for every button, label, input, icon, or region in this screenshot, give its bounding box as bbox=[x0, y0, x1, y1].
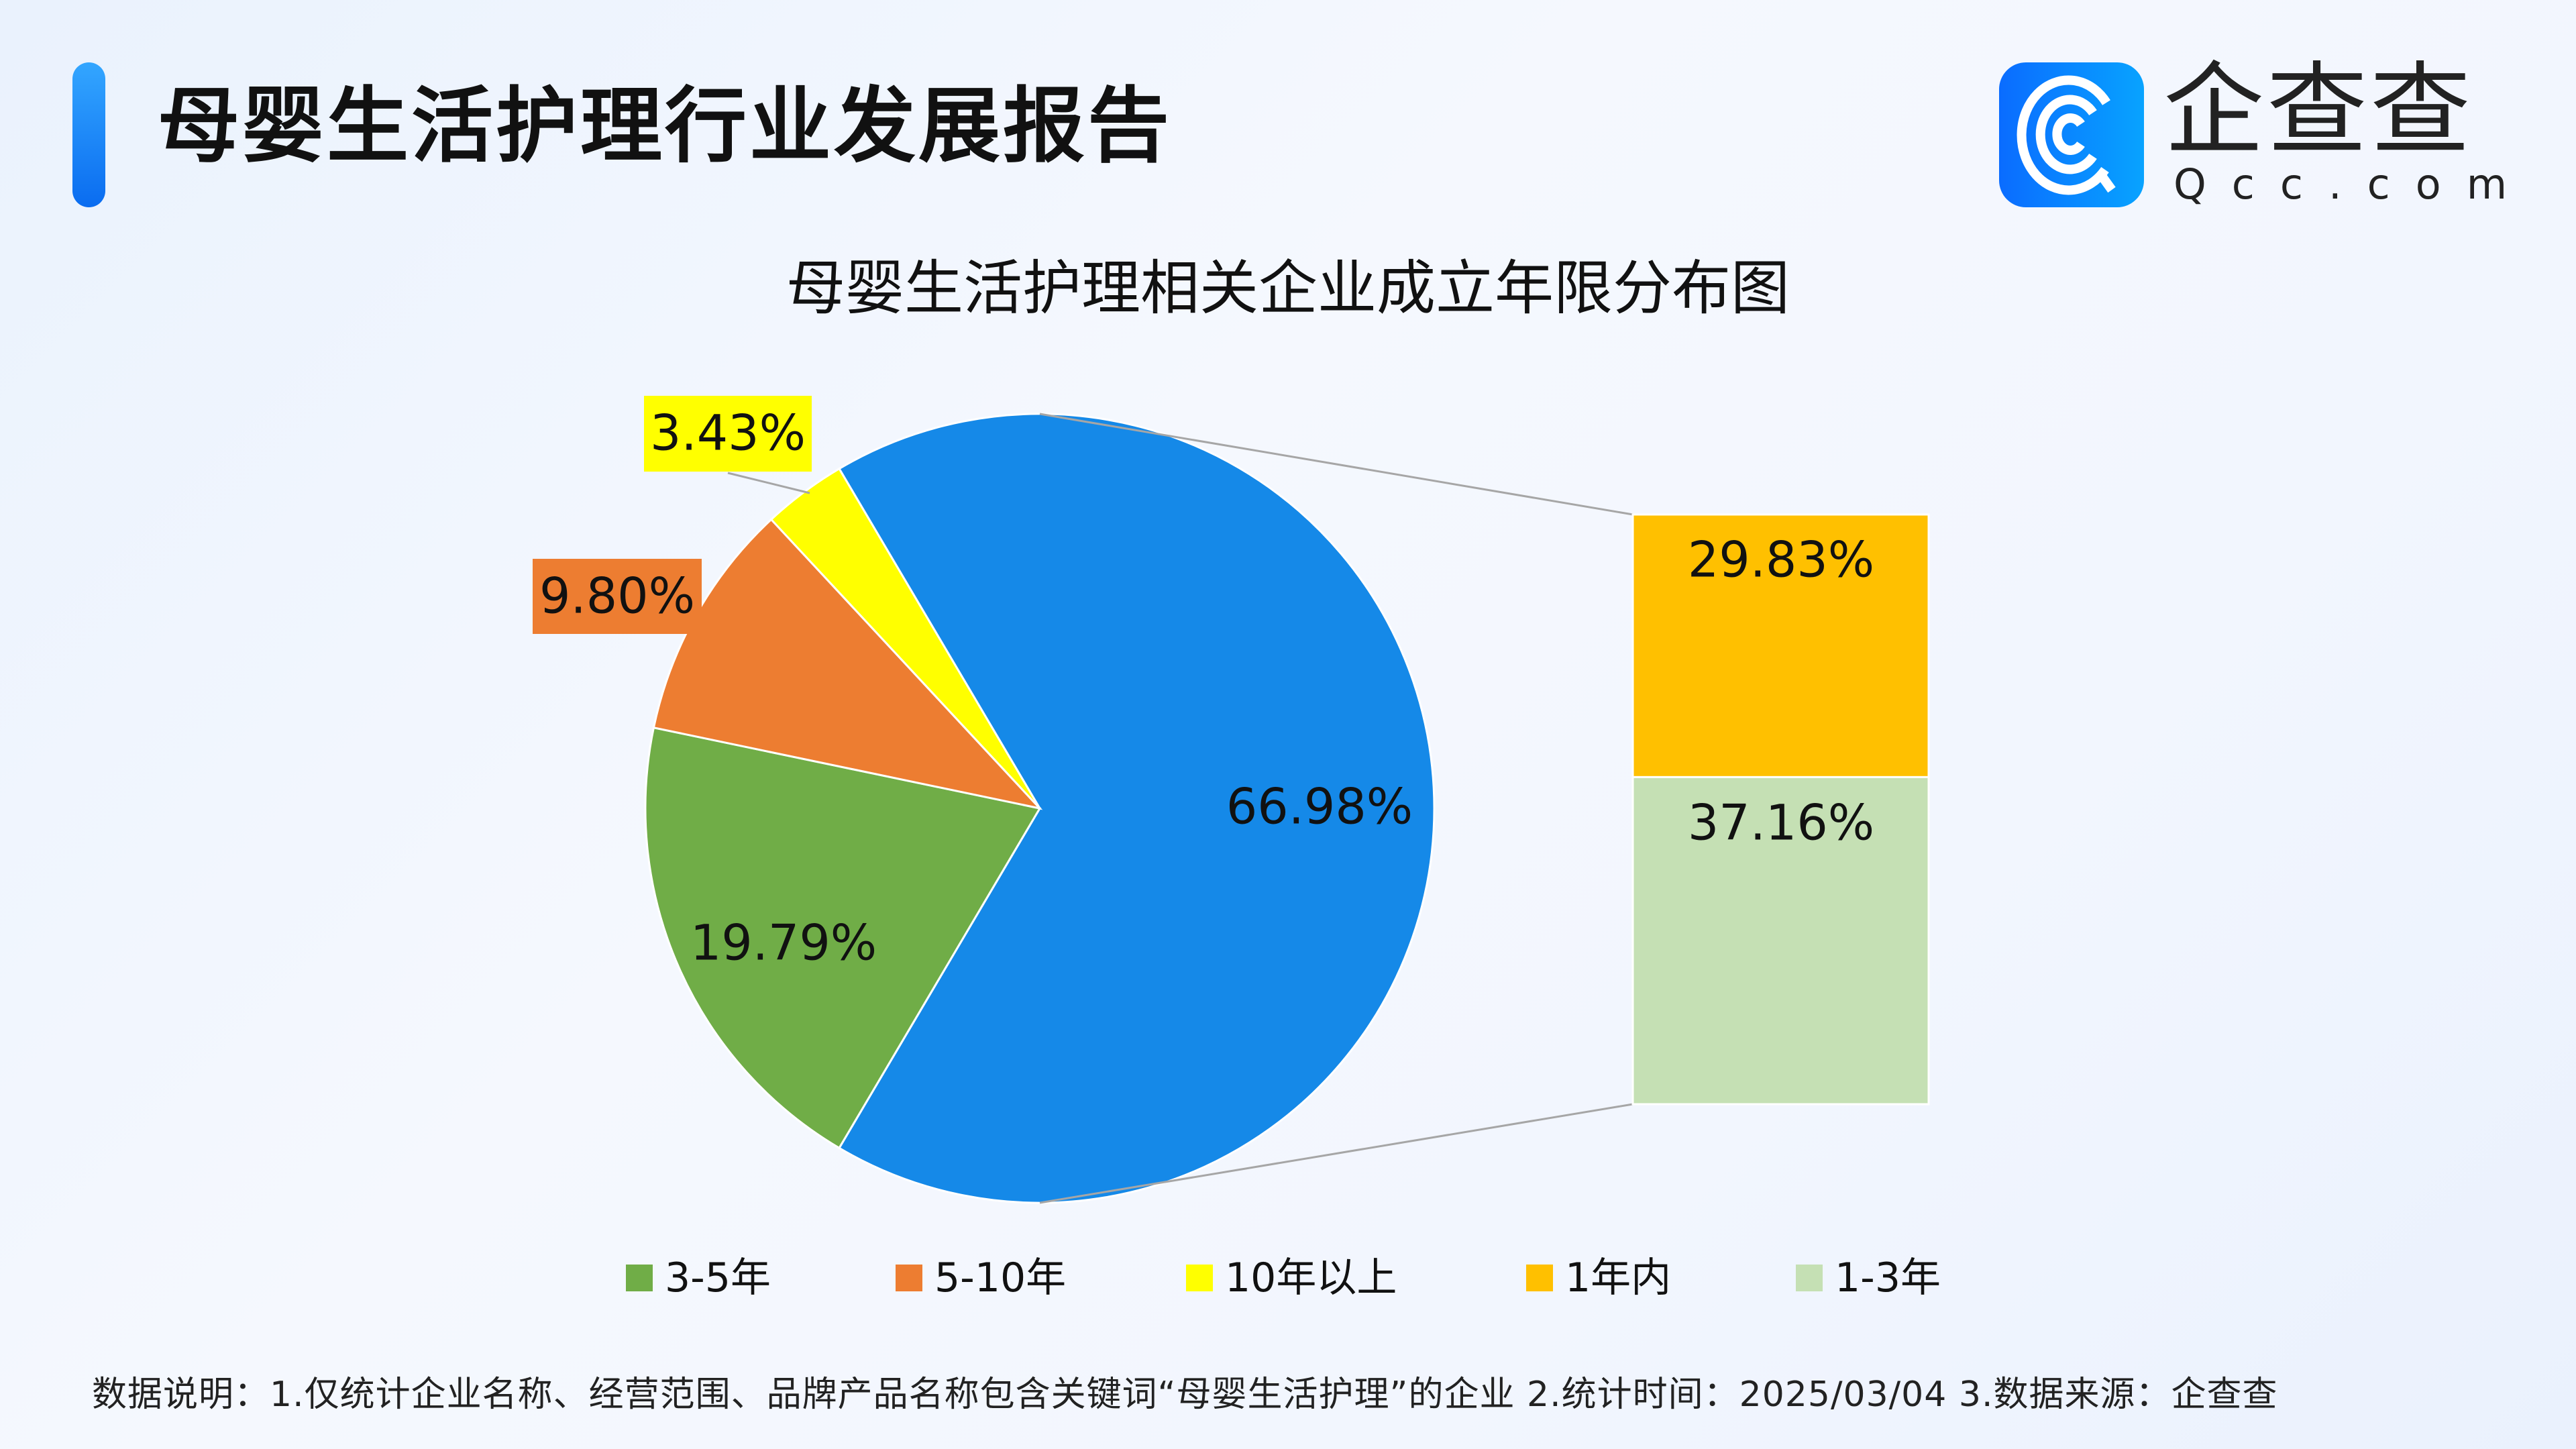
chart-title: 母婴生活护理相关企业成立年限分布图 bbox=[786, 254, 1790, 323]
legend-swatch bbox=[896, 1265, 922, 1291]
bar-segment-0 bbox=[1631, 513, 1930, 778]
legend-label: 1年内 bbox=[1565, 1254, 1672, 1301]
label-5-10: 9.80% bbox=[539, 568, 695, 625]
legend-item-1y: 1年内 bbox=[1526, 1254, 1671, 1301]
pie-slice-3 bbox=[837, 413, 1436, 1204]
legend-label: 1-3年 bbox=[1835, 1254, 1941, 1301]
legend-swatch bbox=[626, 1265, 653, 1291]
label-box-10plus bbox=[644, 396, 812, 472]
header-accent-bar bbox=[72, 62, 105, 207]
bar-segment-1 bbox=[1631, 775, 1930, 1106]
label-1-3: 37.16% bbox=[1688, 795, 1874, 852]
label-1y: 29.83% bbox=[1688, 532, 1874, 589]
label-other: 66.98% bbox=[1226, 779, 1413, 836]
legend-item-1-3: 1-3年 bbox=[1796, 1254, 1941, 1301]
logo-text-en: Qcc.com bbox=[2174, 160, 2533, 209]
legend-label: 3-5年 bbox=[665, 1254, 771, 1301]
connector-line-bottom bbox=[1039, 1103, 1633, 1204]
legend-swatch bbox=[1186, 1265, 1213, 1291]
label-box-5-10 bbox=[533, 559, 702, 634]
qcc-logo-icon bbox=[1999, 62, 2144, 207]
logo-text-cn: 企查查 bbox=[2163, 52, 2474, 169]
legend-item-5-10: 5-10年 bbox=[896, 1254, 1066, 1301]
label-3-5: 19.79% bbox=[690, 915, 877, 972]
legend-item-3-5: 3-5年 bbox=[626, 1254, 771, 1301]
legend-item-10plus: 10年以上 bbox=[1186, 1254, 1397, 1301]
legend-label: 5-10年 bbox=[934, 1254, 1067, 1301]
page-title: 母婴生活护理行业发展报告 bbox=[158, 78, 1172, 174]
footer-note: 数据说明：1.仅统计企业名称、经营范围、品牌产品名称包含关键词“母婴生活护理”的… bbox=[92, 1375, 2278, 1415]
legend-label: 10年以上 bbox=[1225, 1254, 1397, 1301]
leader-line-10plus bbox=[727, 472, 810, 494]
connector-line-top bbox=[1039, 413, 1633, 516]
label-10plus: 3.43% bbox=[650, 405, 806, 462]
legend-swatch bbox=[1526, 1265, 1553, 1291]
pie-slice-0 bbox=[644, 726, 1042, 1150]
legend-swatch bbox=[1796, 1265, 1823, 1291]
